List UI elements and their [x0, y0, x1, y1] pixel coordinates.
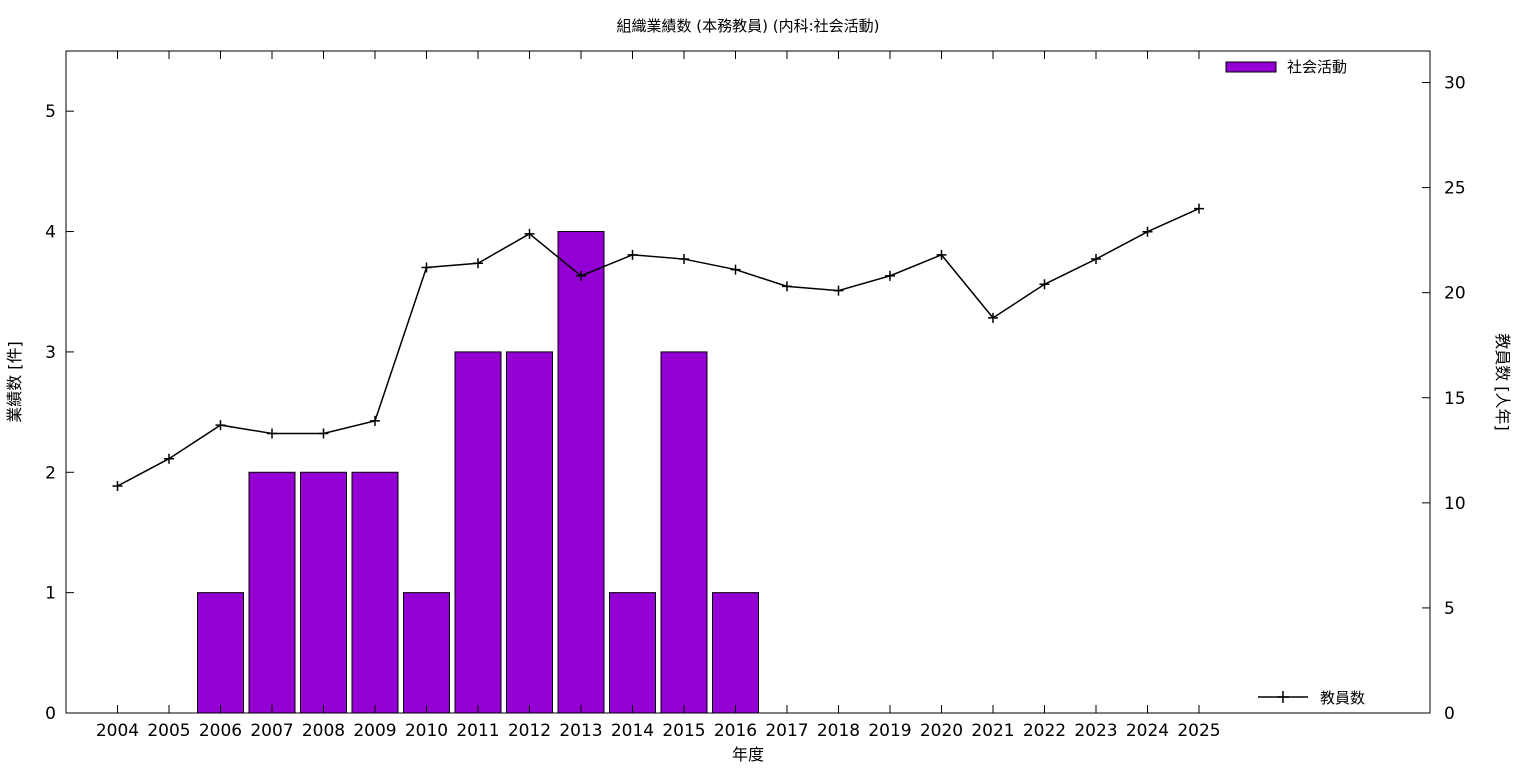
y2-tick-label: 25	[1444, 179, 1466, 199]
bar-series-social-activity	[197, 231, 759, 714]
bar-2012	[506, 351, 553, 714]
point-2015	[679, 254, 689, 265]
bar-2013	[557, 231, 605, 714]
point-2012	[524, 228, 535, 239]
point-2013	[576, 270, 586, 281]
y2-tick-label: 15	[1444, 389, 1466, 409]
legend-line-label: 教員数	[1320, 689, 1365, 707]
x-axis-label: 年度	[732, 745, 764, 764]
point-2017	[782, 281, 792, 292]
x-tick-label: 2021	[971, 721, 1014, 741]
bar-2008	[300, 471, 347, 714]
x-tick-label: 2014	[611, 721, 654, 741]
bar-2006	[197, 592, 244, 714]
point-2024	[1142, 226, 1153, 237]
legend-bar: 社会活動	[1225, 58, 1347, 76]
y-tick-label: 3	[45, 343, 56, 363]
bar-2015	[660, 351, 708, 714]
x-tick-label: 2015	[662, 721, 705, 741]
bar-2010	[403, 592, 450, 714]
legend-line: 教員数	[1258, 689, 1365, 707]
x-tick-label: 2024	[1126, 721, 1169, 741]
point-2023	[1091, 254, 1101, 265]
x-tick-label: 2008	[302, 721, 345, 741]
y-axis-right: 0 5 10 15 20 25 30	[1422, 74, 1466, 724]
point-2025	[1194, 203, 1204, 214]
point-2007	[267, 428, 277, 439]
x-tick-label: 2013	[559, 721, 602, 741]
point-2010	[421, 262, 432, 273]
point-2005	[164, 453, 174, 464]
y-tick-label: 5	[45, 102, 56, 122]
point-2014	[627, 249, 638, 260]
x-tick-label: 2011	[456, 721, 499, 741]
x-tick-label: 2012	[508, 721, 551, 741]
x-axis: 2004 2005 2006 2007 2008 2009 2010 2011 2012 2013…	[96, 51, 1221, 741]
x-tick-label: 2023	[1074, 721, 1117, 741]
plot-frame	[65, 50, 1431, 714]
point-2006	[215, 420, 226, 431]
x-tick-label: 2005	[147, 721, 190, 741]
y2-tick-label: 0	[1444, 704, 1455, 724]
point-2022	[1039, 279, 1050, 290]
x-tick-label: 2018	[817, 721, 860, 741]
x-tick-label: 2004	[96, 721, 139, 741]
x-tick-label: 2017	[765, 721, 808, 741]
y2-tick-label: 5	[1444, 599, 1455, 619]
y2-axis-label: 教員数 [人年]	[1493, 333, 1512, 431]
bar-2011	[454, 351, 502, 714]
line-series-staff-count	[112, 203, 1204, 492]
legend-bar-swatch	[1225, 61, 1277, 73]
x-tick-label: 2019	[868, 721, 911, 741]
legend-bar-label: 社会活動	[1287, 58, 1347, 76]
chart-title: 組織業績数 (本務教員) (内科:社会活動)	[617, 17, 880, 35]
bar-2014	[609, 592, 656, 714]
y2-tick-label: 30	[1444, 74, 1466, 94]
y-axis-left: 0 1 2 3 4 5	[45, 102, 74, 724]
point-2020	[936, 249, 947, 260]
y-axis-label: 業績数 [件]	[5, 341, 24, 423]
point-2021	[988, 312, 998, 323]
x-tick-label: 2025	[1177, 721, 1220, 741]
point-2009	[370, 415, 380, 426]
point-2004	[112, 481, 123, 492]
y-tick-label: 1	[45, 584, 56, 604]
point-2008	[318, 428, 329, 439]
bar-2007	[248, 471, 296, 714]
x-tick-label: 2006	[199, 721, 242, 741]
x-tick-label: 2010	[405, 721, 448, 741]
point-2016	[730, 264, 741, 275]
x-tick-label: 2022	[1023, 721, 1066, 741]
y-tick-label: 0	[45, 704, 56, 724]
x-tick-label: 2016	[714, 721, 757, 741]
point-2011	[473, 258, 483, 269]
y-tick-label: 2	[45, 463, 56, 483]
point-2018	[833, 285, 844, 296]
legend-line-marker	[1277, 691, 1289, 703]
bar-2009	[351, 471, 399, 714]
x-tick-label: 2009	[353, 721, 396, 741]
y2-tick-label: 20	[1444, 284, 1466, 304]
staff-count-line	[117, 207, 1200, 487]
y-tick-label: 4	[45, 223, 56, 243]
x-tick-label: 2007	[250, 721, 293, 741]
x-tick-label: 2020	[920, 721, 963, 741]
bar-2016	[712, 592, 759, 714]
y2-tick-label: 10	[1444, 494, 1466, 514]
point-2019	[885, 270, 895, 281]
